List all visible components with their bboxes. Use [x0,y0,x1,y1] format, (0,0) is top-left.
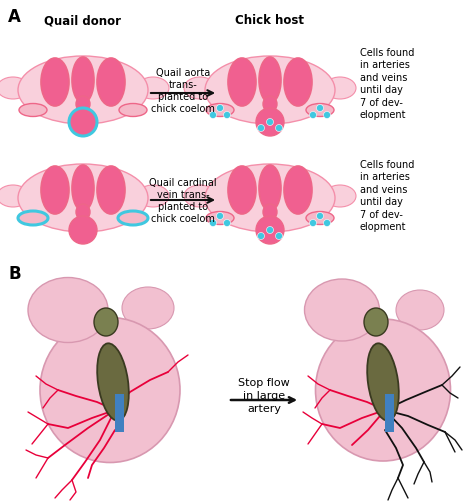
Circle shape [266,226,273,233]
Ellipse shape [324,185,356,207]
Circle shape [224,112,230,119]
Ellipse shape [256,108,284,136]
Circle shape [210,219,217,226]
Ellipse shape [263,96,277,112]
Ellipse shape [41,166,69,214]
Ellipse shape [28,278,108,343]
Circle shape [257,125,264,131]
Ellipse shape [304,279,380,341]
Ellipse shape [206,104,234,117]
Circle shape [310,112,317,119]
Ellipse shape [228,58,256,106]
Ellipse shape [41,58,69,106]
Ellipse shape [0,77,29,99]
Ellipse shape [97,344,129,421]
Circle shape [257,232,264,239]
Circle shape [323,112,330,119]
Circle shape [217,105,224,112]
Text: Chick host: Chick host [236,14,304,27]
Ellipse shape [72,57,94,103]
Ellipse shape [324,77,356,99]
Ellipse shape [122,287,174,329]
Text: Quail cardinal
vein trans-
planted to
chick coelom: Quail cardinal vein trans- planted to ch… [149,178,217,224]
Ellipse shape [97,166,125,214]
Circle shape [323,219,330,226]
Ellipse shape [0,185,29,207]
Ellipse shape [284,166,312,214]
Ellipse shape [18,164,148,232]
Ellipse shape [76,96,90,112]
Text: Cells found
in arteries
and veins
until day
7 of dev-
elopment: Cells found in arteries and veins until … [360,48,414,120]
Ellipse shape [367,344,399,421]
Ellipse shape [228,166,256,214]
Ellipse shape [206,211,234,224]
Ellipse shape [184,77,216,99]
Ellipse shape [137,185,169,207]
Ellipse shape [18,211,48,225]
Ellipse shape [306,104,334,117]
Text: Quail aorta
trans-
planted to
chick coelom: Quail aorta trans- planted to chick coel… [151,68,215,114]
Ellipse shape [364,308,388,336]
Ellipse shape [69,108,97,136]
Text: Cells found
in arteries
and veins
until day
7 of dev-
elopment: Cells found in arteries and veins until … [360,160,414,232]
Bar [115,394,124,432]
Ellipse shape [72,165,94,211]
Ellipse shape [205,164,335,232]
Circle shape [317,212,323,219]
Ellipse shape [259,165,281,211]
Ellipse shape [137,77,169,99]
Ellipse shape [76,204,90,220]
Text: A: A [8,8,21,26]
Circle shape [275,125,283,131]
Ellipse shape [396,290,444,330]
Text: B: B [8,265,21,283]
Circle shape [317,105,323,112]
Ellipse shape [40,317,180,462]
Circle shape [217,212,224,219]
Ellipse shape [18,56,148,124]
Ellipse shape [263,204,277,220]
Ellipse shape [284,58,312,106]
Ellipse shape [94,308,118,336]
Circle shape [210,112,217,119]
Text: Stop flow
in large
artery: Stop flow in large artery [238,378,290,414]
Ellipse shape [316,319,450,461]
Ellipse shape [69,216,97,244]
Ellipse shape [118,211,148,225]
Ellipse shape [205,56,335,124]
Circle shape [224,219,230,226]
Ellipse shape [184,185,216,207]
Ellipse shape [119,104,147,117]
Ellipse shape [19,104,47,117]
Bar [385,394,394,432]
Ellipse shape [259,57,281,103]
Ellipse shape [256,216,284,244]
Ellipse shape [97,58,125,106]
Circle shape [275,232,283,239]
Circle shape [310,219,317,226]
Ellipse shape [306,211,334,224]
Text: Quail donor: Quail donor [45,14,121,27]
Circle shape [266,119,273,126]
